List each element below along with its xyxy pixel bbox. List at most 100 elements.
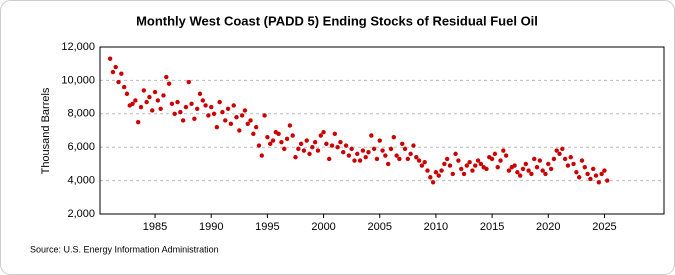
- point: [501, 148, 506, 153]
- point: [576, 175, 582, 180]
- x-tick-label: 2010: [424, 221, 448, 233]
- point: [290, 133, 295, 138]
- point: [444, 156, 450, 162]
- point: [419, 163, 425, 168]
- point: [369, 133, 374, 138]
- point: [282, 146, 287, 152]
- point: [473, 163, 478, 168]
- point: [371, 146, 377, 152]
- point: [517, 173, 523, 178]
- x-tick-label: 1995: [255, 221, 279, 233]
- point: [169, 101, 175, 106]
- point: [380, 148, 385, 153]
- point: [414, 155, 419, 160]
- point: [253, 124, 259, 130]
- point: [503, 153, 509, 158]
- point: [475, 158, 481, 163]
- y-tick-label: 4,000: [67, 175, 95, 187]
- point: [138, 104, 144, 110]
- plot-border: [99, 46, 665, 215]
- point: [534, 165, 540, 170]
- point: [284, 136, 290, 142]
- point: [335, 145, 340, 150]
- source: Source: U.S. Energy Information Administ…: [30, 244, 219, 254]
- point: [385, 161, 391, 167]
- point: [360, 148, 366, 153]
- point: [408, 151, 413, 157]
- x-tick-label: 1990: [199, 221, 223, 233]
- point: [548, 166, 554, 172]
- point: [248, 118, 253, 123]
- point: [588, 176, 593, 182]
- point: [596, 180, 602, 185]
- y-tick-label: 2,000: [67, 208, 95, 220]
- point: [133, 98, 138, 103]
- point: [223, 118, 228, 123]
- point: [206, 113, 211, 118]
- point: [374, 156, 380, 162]
- chart-title: Monthly West Coast (PADD 5) Ending Stock…: [136, 13, 538, 28]
- y-axis-label: Thousand Barrels: [40, 87, 52, 174]
- point: [433, 170, 439, 175]
- point: [296, 146, 301, 152]
- point: [242, 108, 248, 113]
- point: [270, 138, 276, 143]
- point: [113, 64, 118, 70]
- point: [225, 106, 231, 111]
- point: [506, 168, 512, 173]
- point: [214, 124, 220, 130]
- x-tick-label: 1985: [143, 221, 167, 233]
- point: [175, 99, 180, 105]
- point: [326, 156, 332, 162]
- point: [186, 79, 191, 85]
- point: [166, 81, 172, 86]
- point: [478, 161, 484, 167]
- point: [352, 158, 357, 163]
- point: [416, 158, 422, 163]
- point: [442, 161, 447, 167]
- point: [217, 99, 222, 105]
- point: [400, 141, 405, 147]
- point: [220, 109, 225, 115]
- point: [461, 171, 467, 177]
- point: [228, 121, 234, 127]
- point: [585, 171, 590, 177]
- point: [456, 158, 461, 163]
- point: [557, 151, 562, 157]
- point: [197, 91, 203, 96]
- point: [388, 146, 394, 152]
- point: [107, 56, 113, 61]
- point: [293, 155, 298, 160]
- point: [436, 173, 441, 178]
- point: [439, 168, 444, 173]
- point: [495, 165, 500, 170]
- point: [180, 118, 186, 123]
- x-tick-label: 2020: [536, 221, 560, 233]
- point: [430, 180, 436, 185]
- point: [562, 156, 568, 162]
- point: [256, 143, 262, 148]
- point: [341, 150, 346, 155]
- point: [321, 129, 326, 135]
- point: [425, 168, 430, 173]
- point: [428, 175, 433, 180]
- point: [310, 145, 315, 150]
- point: [343, 143, 349, 148]
- point: [346, 153, 352, 158]
- point: [467, 160, 472, 165]
- point: [560, 146, 565, 152]
- point: [200, 98, 206, 103]
- point: [245, 121, 250, 127]
- y-tick-label: 12,000: [61, 41, 95, 53]
- point: [251, 131, 256, 137]
- point: [526, 168, 531, 173]
- point: [470, 168, 475, 173]
- point: [591, 166, 596, 172]
- point: [357, 158, 363, 163]
- point: [605, 178, 610, 183]
- point: [141, 88, 147, 93]
- point: [532, 156, 537, 162]
- point: [155, 98, 161, 103]
- point: [405, 156, 411, 162]
